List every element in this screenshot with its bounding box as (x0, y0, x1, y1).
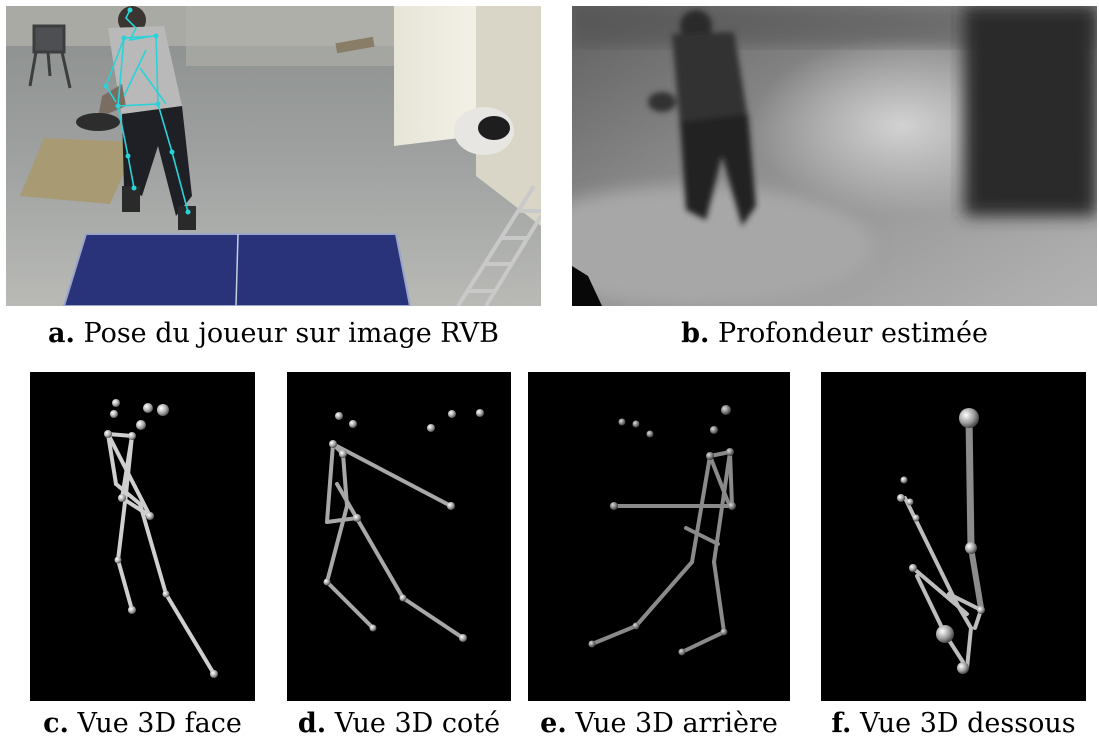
depth-map-image (572, 6, 1097, 306)
caption-d: d. Vue 3D coté (297, 708, 501, 739)
render-3d-bottom (821, 372, 1086, 701)
rgb-pose-image (6, 6, 541, 306)
caption-b: b. Profondeur estimée (681, 318, 988, 349)
pose-skeleton-overlay (105, 9, 189, 213)
caption-a: a. Pose du joueur sur image RVB (48, 318, 499, 349)
player (76, 6, 196, 230)
render-3d-side (287, 372, 511, 701)
render-3d-face (30, 372, 255, 701)
depth-person-silhouette (648, 10, 756, 226)
caption-c: c. Vue 3D face (43, 708, 242, 739)
caption-f: f. Vue 3D dessous (831, 708, 1076, 739)
render-3d-back (528, 372, 790, 701)
chair (28, 24, 72, 89)
pose-keypoints (103, 7, 191, 215)
caption-e: e. Vue 3D arrière (540, 708, 778, 739)
cardboard-mat (20, 138, 138, 204)
ladder (456, 184, 541, 306)
